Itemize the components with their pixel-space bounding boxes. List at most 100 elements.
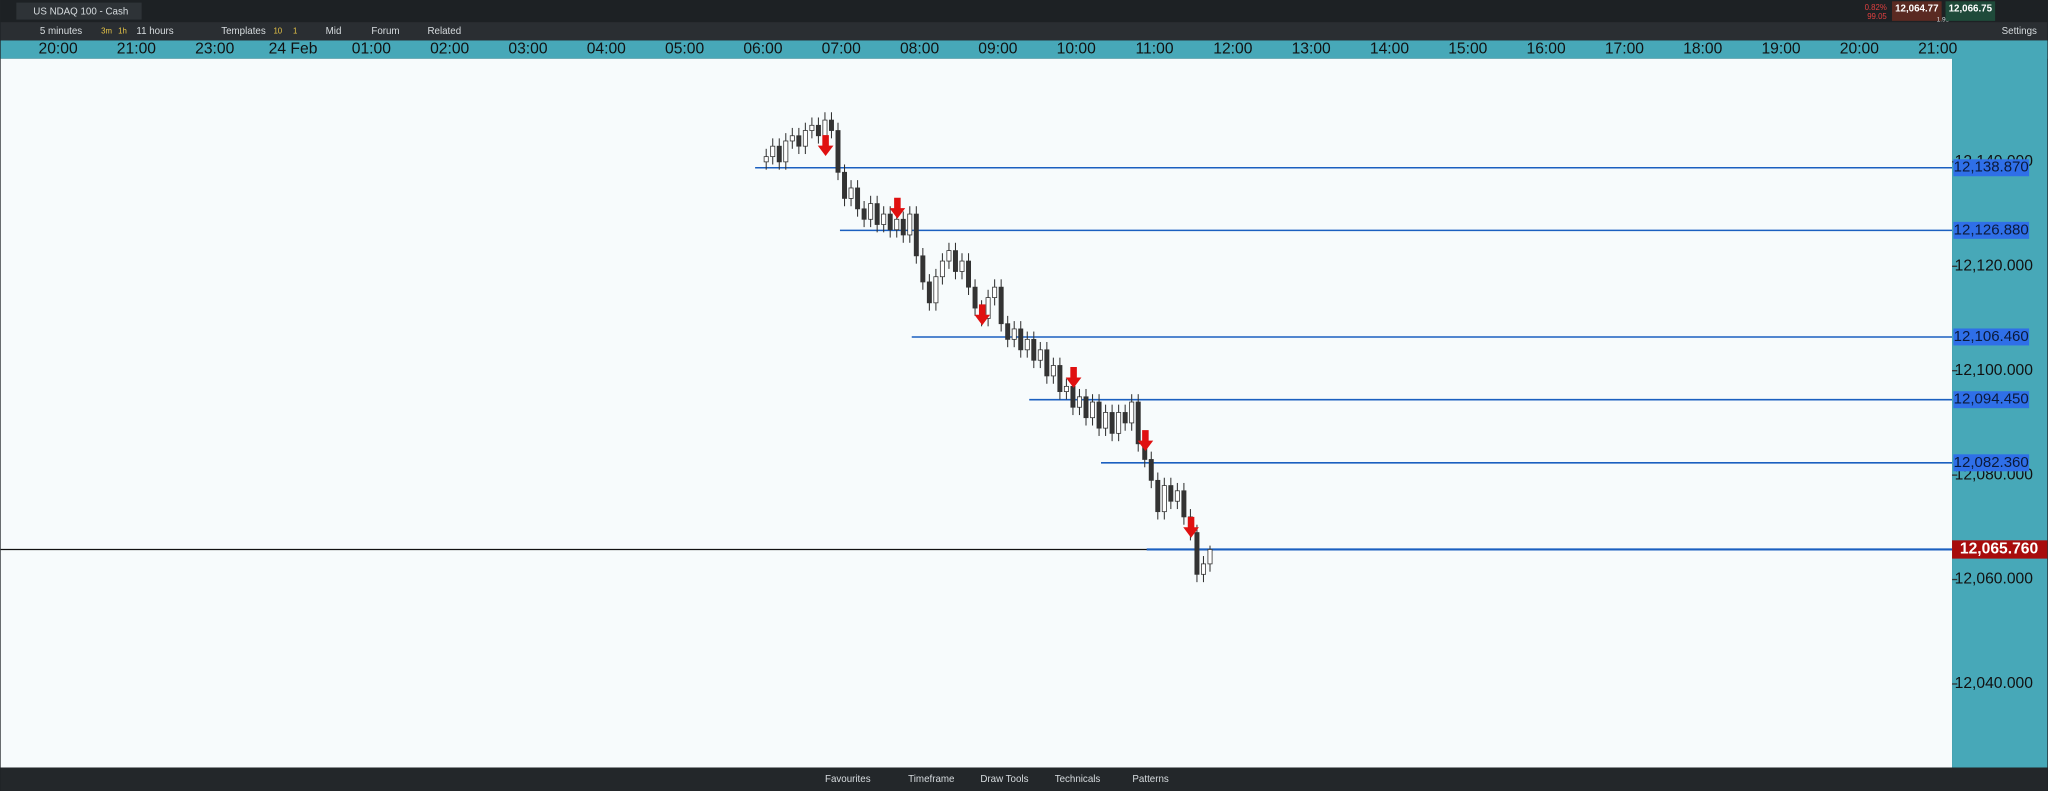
candle-body xyxy=(992,286,998,298)
level-box xyxy=(1953,159,2030,177)
candle-body xyxy=(1057,365,1063,392)
bottom-tab[interactable]: Draw Tools xyxy=(980,774,1028,785)
time-label: 01:00 xyxy=(352,41,391,58)
range[interactable]: 11 hours xyxy=(136,26,173,37)
candle-body xyxy=(861,208,867,220)
candle-body xyxy=(1044,349,1050,377)
time-label: 18:00 xyxy=(1683,41,1722,58)
candle-body xyxy=(1148,459,1154,481)
candle-body xyxy=(933,276,939,304)
candle-body xyxy=(966,260,972,288)
forum[interactable]: Forum xyxy=(371,26,399,37)
badge[interactable]: 10 xyxy=(273,26,282,35)
sell-arrow xyxy=(974,304,991,326)
plot-area xyxy=(0,58,1953,768)
candle-body xyxy=(783,140,789,163)
time-label: 08:00 xyxy=(900,41,939,58)
candle-body xyxy=(776,145,782,163)
candle-body xyxy=(1083,396,1089,419)
badge[interactable]: 1 xyxy=(293,26,297,35)
time-label: 05:00 xyxy=(665,41,704,58)
candle-body xyxy=(1063,385,1069,392)
level-label: 12,138.870 xyxy=(1954,159,2029,176)
price-label: 12,120.000 xyxy=(1955,257,2034,274)
last-price-box xyxy=(1952,540,2048,559)
tab[interactable] xyxy=(16,2,142,20)
candle-body xyxy=(802,130,808,147)
price-type[interactable]: Mid xyxy=(326,26,342,37)
buy-box[interactable] xyxy=(1945,1,1996,21)
level-label: 12,126.880 xyxy=(1954,221,2029,238)
candle-body xyxy=(835,130,841,173)
candle-body xyxy=(848,187,854,199)
bottom-tab[interactable]: Favourites xyxy=(825,774,871,785)
settings[interactable]: Settings xyxy=(2002,26,2037,37)
candle-body xyxy=(985,297,991,319)
toolbar xyxy=(0,22,2048,41)
candle-body xyxy=(770,145,776,158)
candle-body xyxy=(1194,532,1200,575)
candle-body xyxy=(913,213,919,257)
time-label: 02:00 xyxy=(430,41,469,58)
spread: 1.98 xyxy=(1937,16,1950,23)
candle-body xyxy=(946,250,952,262)
candle-body xyxy=(1070,385,1076,408)
candle-body xyxy=(1005,323,1011,340)
time-label: 23:00 xyxy=(195,41,234,58)
related[interactable]: Related xyxy=(427,26,461,37)
templates[interactable]: Templates xyxy=(221,26,266,37)
candle-body xyxy=(887,213,893,231)
time-label: 21:00 xyxy=(1918,41,1957,58)
timeframe[interactable]: 5 minutes xyxy=(40,26,82,37)
time-label: 15:00 xyxy=(1448,41,1487,58)
candle-body xyxy=(815,124,821,137)
candle-body xyxy=(1011,328,1017,340)
time-label: 09:00 xyxy=(978,41,1017,58)
price-label: 12,060.000 xyxy=(1955,571,2034,588)
sell-box[interactable] xyxy=(1892,1,1942,21)
candle-body xyxy=(868,203,874,220)
level-box xyxy=(1953,391,2030,409)
candle-body xyxy=(952,250,958,272)
candle-body xyxy=(1037,349,1043,361)
bottom-tab[interactable]: Patterns xyxy=(1132,774,1168,785)
sell-arrow xyxy=(1065,367,1082,388)
bottom-tab[interactable]: Technicals xyxy=(1055,774,1101,785)
last-price-label: 12,065.760 xyxy=(1960,541,2039,558)
candle-body xyxy=(842,171,848,199)
candle-body xyxy=(972,286,978,309)
candle-body xyxy=(1161,485,1167,513)
level-box xyxy=(1953,328,2030,346)
level-label: 12,106.460 xyxy=(1954,328,2029,345)
time-label: 06:00 xyxy=(743,41,782,58)
change: 0.82% xyxy=(1865,3,1887,12)
title-bar xyxy=(0,0,2048,23)
candle-body xyxy=(907,213,913,236)
candle-body xyxy=(1076,396,1082,408)
candle-body xyxy=(874,203,880,225)
time-label: 19:00 xyxy=(1761,41,1800,58)
candle-body xyxy=(939,260,945,278)
candle-body xyxy=(959,260,965,272)
bottom-tab[interactable]: Timeframe xyxy=(908,774,954,785)
candle-body xyxy=(763,156,769,163)
candle-body xyxy=(855,187,861,210)
time-label: 16:00 xyxy=(1527,41,1566,58)
quick-button[interactable]: 3m xyxy=(101,26,112,35)
candle-body xyxy=(894,218,900,231)
sell-arrow xyxy=(1183,516,1199,538)
candle-body xyxy=(926,281,932,304)
candle-body xyxy=(1122,412,1128,424)
time-label: 20:00 xyxy=(1840,41,1879,58)
candle-body xyxy=(1168,485,1174,502)
tab-title: US NDAQ 100 - Cash xyxy=(33,6,128,17)
time-label: 04:00 xyxy=(587,41,626,58)
time-label: 07:00 xyxy=(822,41,861,58)
candle-body xyxy=(1018,328,1024,351)
quick-button[interactable]: 1h xyxy=(118,26,127,35)
candle-body xyxy=(1200,563,1206,575)
time-label: 14:00 xyxy=(1370,41,1409,58)
time-label: 12:00 xyxy=(1213,41,1252,58)
candle-body xyxy=(900,218,906,236)
candle-body xyxy=(809,124,815,131)
